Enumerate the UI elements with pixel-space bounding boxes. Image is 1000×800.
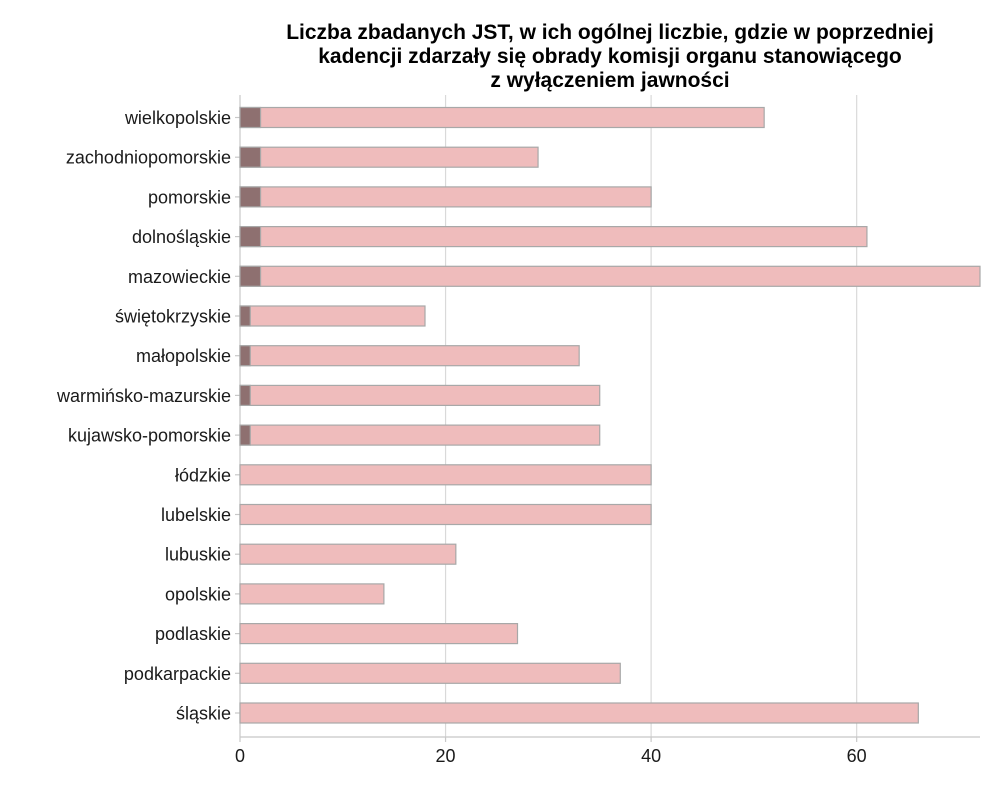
bar-closed-sessions	[239, 226, 262, 248]
x-tick-label: 0	[235, 746, 245, 766]
chart-title-line-2: kadencji zdarzały się obrady komisji org…	[318, 45, 902, 68]
bar-closed-sessions	[239, 345, 251, 367]
bar-total	[239, 384, 601, 406]
bar-total	[239, 464, 652, 486]
x-tick-label: 20	[436, 746, 456, 766]
bar-closed-sessions	[239, 424, 251, 446]
category-label: wielkopolskie	[124, 108, 231, 128]
bar-closed-sessions	[239, 305, 251, 327]
bar-total	[239, 106, 765, 129]
category-label: pomorskie	[148, 187, 231, 207]
bar-total	[239, 345, 580, 367]
chart-title-line-3: z wyłączeniem jawności	[490, 69, 730, 92]
bar-total	[239, 424, 601, 446]
bar-closed-sessions	[239, 146, 262, 168]
category-label: lubuskie	[165, 545, 231, 565]
bar-total	[239, 543, 457, 565]
x-tick-label: 60	[847, 746, 867, 766]
category-label: zachodniopomorskie	[66, 148, 231, 168]
category-label: małopolskie	[136, 346, 231, 366]
bar-total	[239, 305, 426, 327]
bar-closed-sessions	[239, 106, 262, 129]
bar-total	[239, 662, 621, 684]
category-label: śląskie	[176, 704, 231, 724]
chart-title: Liczba zbadanych JST, w ich ogólnej licz…	[240, 21, 980, 93]
bar-total	[239, 265, 981, 287]
category-label: świętokrzyskie	[115, 307, 231, 327]
category-label: podkarpackie	[124, 664, 231, 684]
bar-total	[239, 702, 919, 724]
bar-closed-sessions	[239, 186, 262, 208]
bar-total	[239, 186, 652, 208]
category-label: warmińsko-mazurskie	[56, 386, 231, 406]
bar-closed-sessions	[239, 384, 251, 406]
category-label: łódzkie	[175, 465, 231, 485]
category-label: lubelskie	[161, 505, 231, 525]
bar-total	[239, 146, 539, 168]
category-label: mazowieckie	[128, 267, 231, 287]
x-tick-label: 40	[641, 746, 661, 766]
x-tick-labels: 0 20 40 60	[235, 746, 867, 766]
bar-total	[239, 226, 868, 248]
category-label: podlaskie	[155, 624, 231, 644]
chart-title-line-1: Liczba zbadanych JST, w ich ogólnej licz…	[286, 21, 934, 44]
bar-total	[239, 583, 385, 605]
bar-closed-sessions	[239, 265, 262, 287]
category-label: dolnośląskie	[132, 227, 231, 247]
category-label: kujawsko-pomorskie	[68, 426, 231, 446]
bars	[239, 106, 981, 724]
category-labels: wielkopolskie zachodniopomorskie pomorskie…	[56, 108, 231, 724]
bar-total	[239, 622, 519, 645]
category-label: opolskie	[165, 584, 231, 604]
bar-total	[239, 503, 652, 526]
